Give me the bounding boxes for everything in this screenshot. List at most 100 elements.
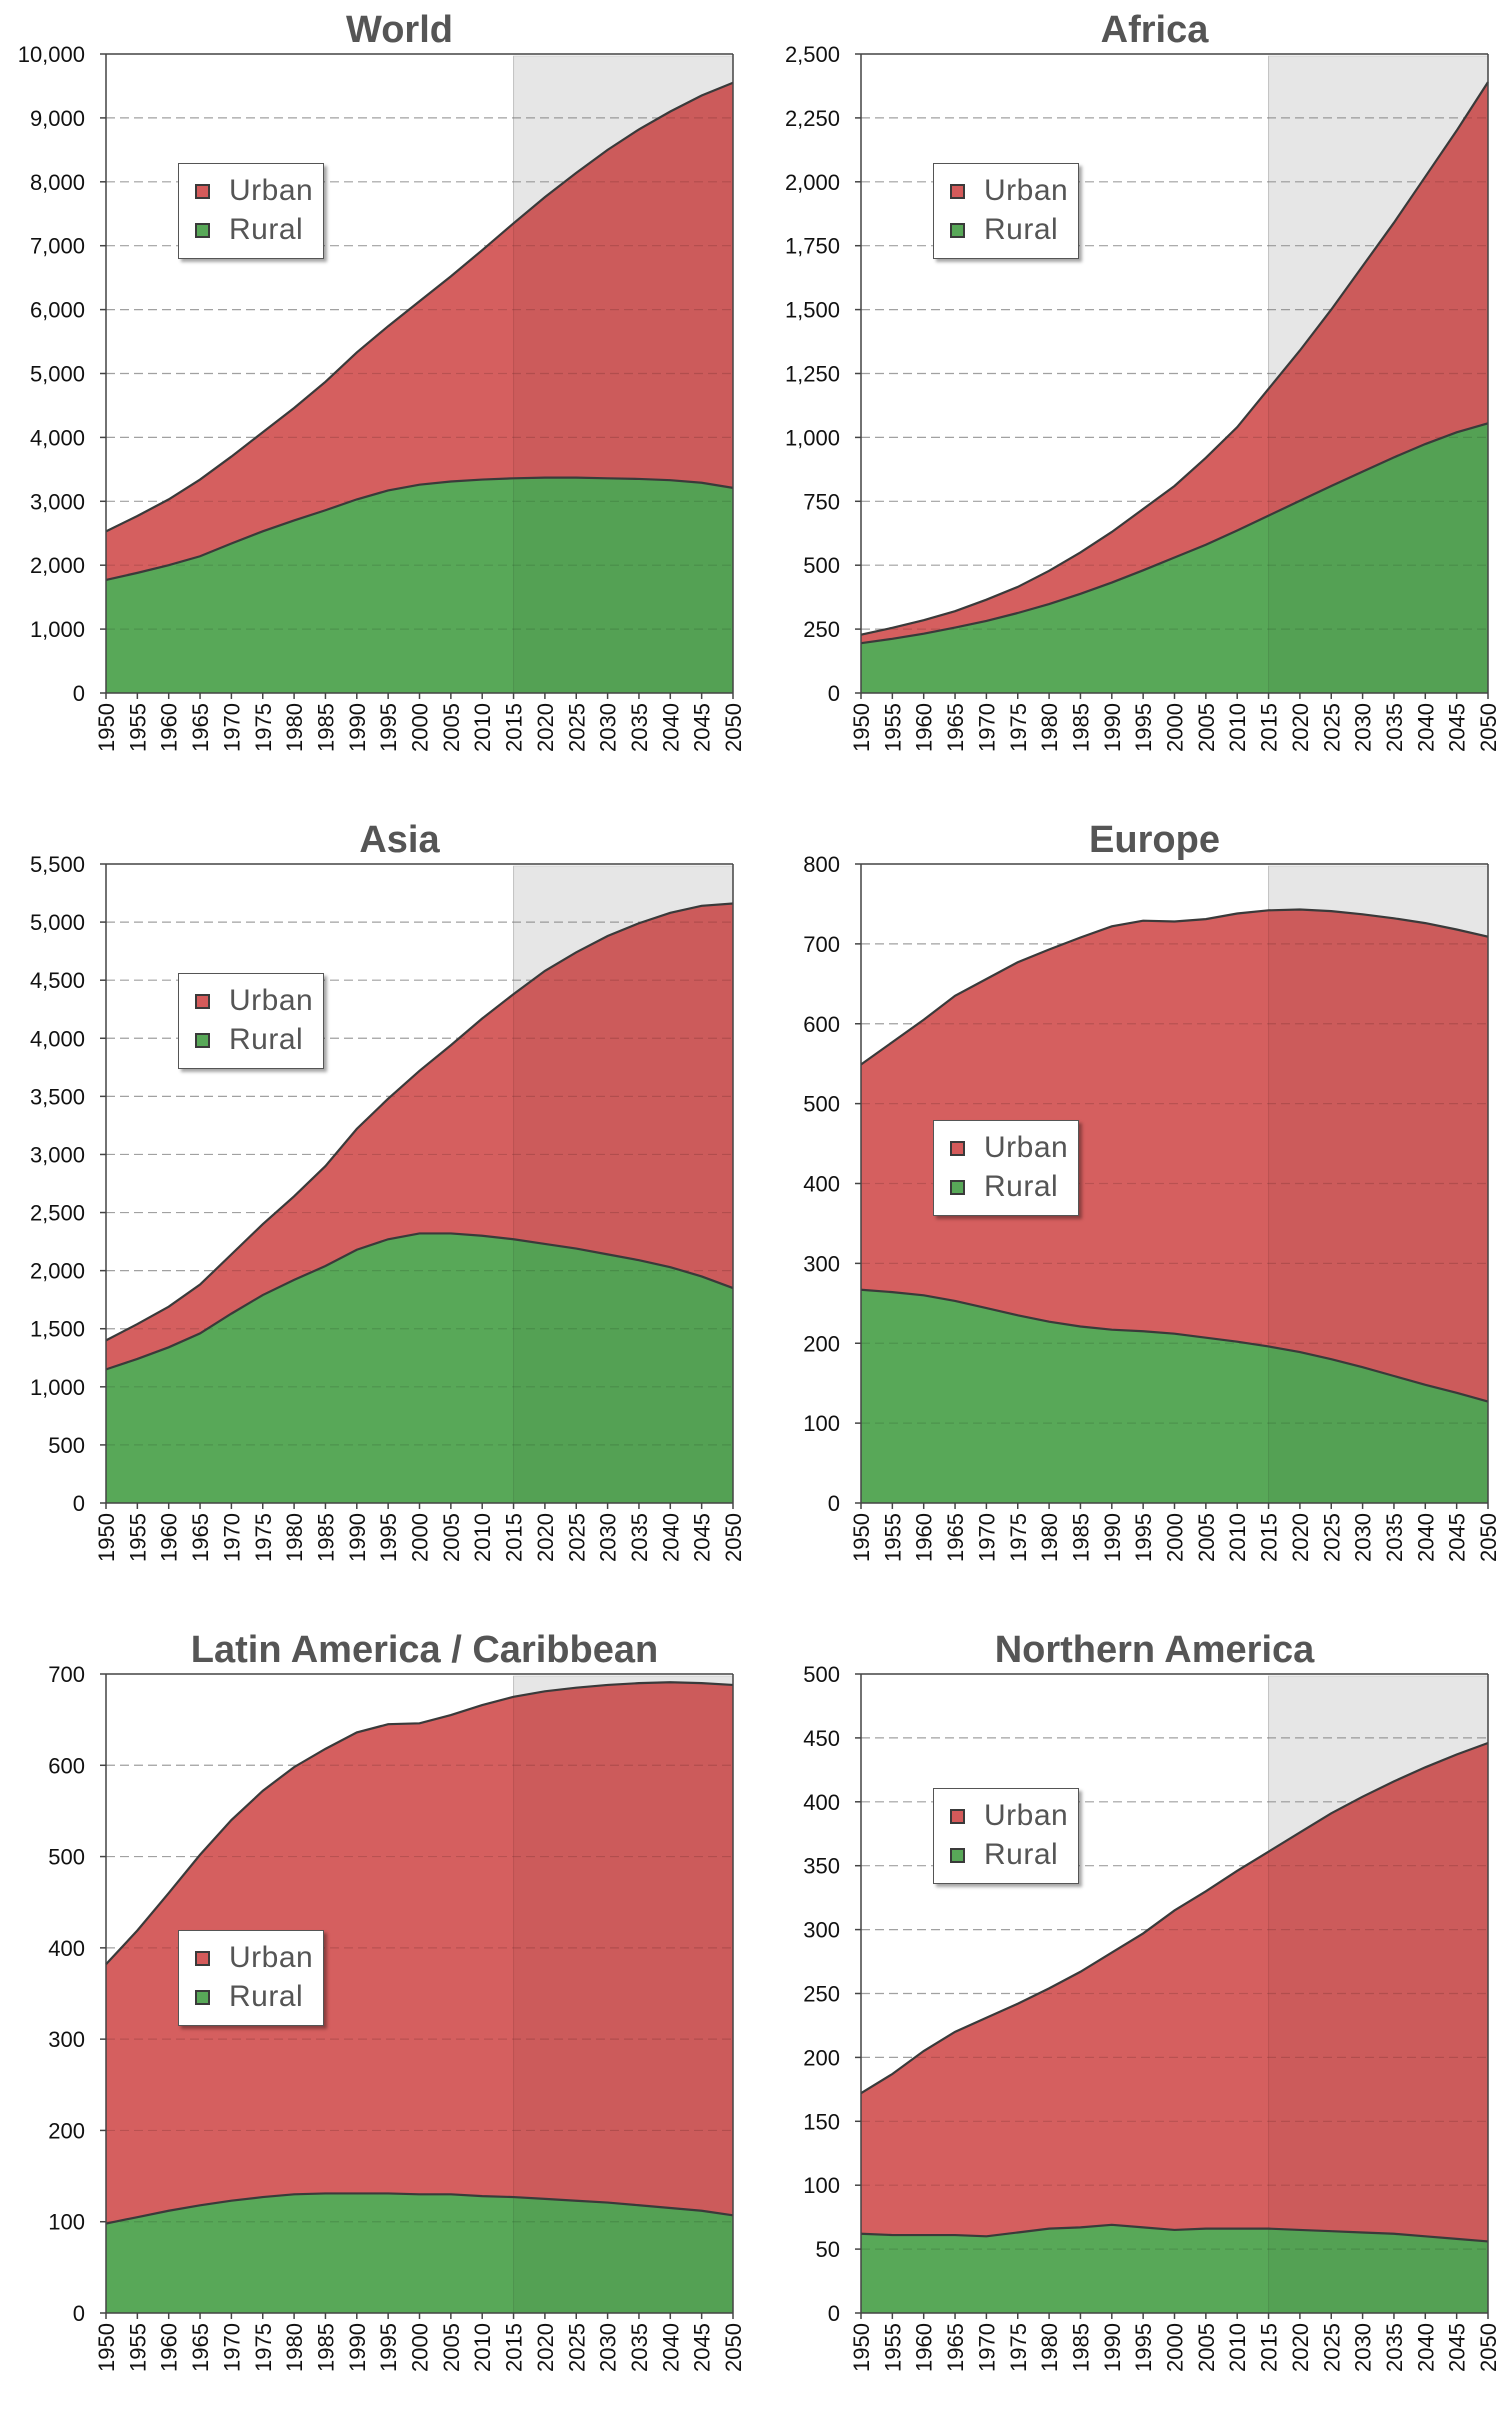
y-tick-label: 0	[73, 681, 85, 706]
urban-total-line	[860, 908, 1489, 1066]
rural-area	[861, 2224, 1488, 2313]
x-tick-label: 1975	[1006, 703, 1031, 752]
legend: Urban Rural	[178, 163, 324, 259]
x-tick-label: 1990	[345, 2323, 370, 2372]
x-tick-label: 2050	[1476, 2323, 1501, 2372]
y-tick-label: 8,000	[30, 170, 85, 195]
x-tick-label: 1960	[157, 1513, 182, 1562]
x-tick-label: 1950	[849, 2323, 874, 2372]
x-tick-label: 2015	[1257, 1513, 1282, 1562]
legend-label-rural: Rural	[229, 1980, 304, 2013]
x-tick-label: 1990	[1100, 2323, 1125, 2372]
x-tick-label: 2005	[439, 703, 464, 752]
y-tick-label: 1,500	[785, 298, 840, 323]
x-tick-label: 1985	[313, 1513, 338, 1562]
x-tick-label: 2040	[1413, 1513, 1438, 1562]
x-tick-label: 1970	[974, 1513, 999, 1562]
x-tick-label: 1995	[376, 2323, 401, 2372]
x-tick-label: 2035	[627, 2323, 652, 2372]
x-tick-label: 2040	[658, 703, 683, 752]
chart-svg: World 0 1,000 2,000 3,000 4,000 5,000 6,000 7,00…	[18, 9, 746, 752]
y-tick-label: 0	[73, 1491, 85, 1516]
x-tick-label: 2050	[721, 703, 746, 752]
x-tick-label: 2015	[502, 1513, 527, 1562]
x-tick-label: 2030	[1351, 703, 1376, 752]
x-tick-label: 2000	[408, 2323, 433, 2372]
y-tick-label: 1,500	[30, 1317, 85, 1342]
x-tick-label: 1975	[251, 703, 276, 752]
legend-item-rural: Rural	[195, 1023, 304, 1056]
x-tick-label: 1995	[1131, 703, 1156, 752]
rural-line	[860, 2223, 1489, 2243]
x-tick-label: 2005	[1194, 2323, 1219, 2372]
legend-swatch-rural	[950, 1179, 965, 1195]
x-tick-label: 2040	[1413, 703, 1438, 752]
x-tick-label: 1955	[125, 1513, 150, 1562]
x-tick-label: 2040	[658, 1513, 683, 1562]
chart-title: Europe	[1089, 819, 1220, 861]
legend-swatch-urban	[195, 183, 210, 199]
legend-label-rural: Rural	[229, 1023, 304, 1056]
x-tick-label: 1960	[157, 2323, 182, 2372]
legend: Urban Rural	[933, 163, 1079, 259]
x-tick-label: 2005	[439, 2323, 464, 2372]
y-tick-label: 300	[803, 1251, 840, 1276]
y-tick-label: 500	[48, 1845, 85, 1870]
legend-swatch-urban	[195, 1950, 210, 1966]
urban-total-line	[860, 81, 1489, 636]
x-tick-label: 1960	[912, 1513, 937, 1562]
y-tick-label: 100	[803, 1411, 840, 1436]
x-tick-label: 2040	[1413, 2323, 1438, 2372]
x-tick-label: 2020	[533, 1513, 558, 1562]
chart-svg: Africa 0 250 500 750 1,000 1,250 1,500 1,750 2,00…	[785, 9, 1501, 752]
x-tick-label: 2050	[1476, 1513, 1501, 1562]
legend-item-urban: Urban	[195, 984, 313, 1017]
legend-label-urban: Urban	[229, 1941, 314, 1974]
legend-item-rural: Rural	[950, 1170, 1058, 1203]
x-tick-label: 1985	[1068, 703, 1093, 752]
rural-area	[106, 1233, 733, 1503]
x-tick-label: 1995	[1131, 1513, 1156, 1562]
y-tick-label: 1,000	[785, 425, 840, 450]
chart-title: Africa	[1101, 9, 1210, 51]
x-tick-label: 2000	[1163, 2323, 1188, 2372]
x-tick-label: 2010	[470, 2323, 495, 2372]
x-tick-label: 1980	[1037, 1513, 1062, 1562]
legend: Urban Rural	[178, 1930, 324, 2026]
legend-label-urban: Urban	[984, 1131, 1069, 1164]
chart-panel-latin-america-caribbean: Latin America / Caribbean 0 100 200 300 400 50…	[0, 1620, 755, 2430]
y-tick-label: 100	[803, 2173, 840, 2198]
projection-overlay	[1268, 866, 1488, 1503]
x-tick-label: 2025	[1319, 703, 1344, 752]
x-tick-label: 1990	[1100, 703, 1125, 752]
x-tick-label: 1970	[219, 2323, 244, 2372]
legend-label-urban: Urban	[984, 174, 1069, 207]
x-tick-label: 1950	[94, 703, 119, 752]
y-tick-label: 700	[803, 932, 840, 957]
x-tick-label: 1950	[849, 1513, 874, 1562]
urban-area	[106, 1682, 733, 2224]
x-tick-label: 1965	[943, 2323, 968, 2372]
x-tick-label: 1990	[345, 1513, 370, 1562]
x-tick-label: 2045	[1445, 2323, 1470, 2372]
legend-item-urban: Urban	[195, 174, 313, 207]
projection-overlay	[1268, 1676, 1488, 2313]
x-tick-label: 1975	[1006, 2323, 1031, 2372]
legend-swatch-urban	[950, 1140, 965, 1156]
x-tick-label: 2020	[1288, 2323, 1313, 2372]
x-tick-label: 1990	[345, 703, 370, 752]
x-tick-label: 2050	[721, 1513, 746, 1562]
rural-line	[105, 1232, 734, 1371]
y-tick-label: 250	[803, 1982, 840, 2007]
x-tick-label: 1975	[1006, 1513, 1031, 1562]
y-tick-label: 500	[803, 1662, 840, 1687]
x-tick-label: 2040	[658, 2323, 683, 2372]
y-tick-label: 100	[48, 2210, 85, 2235]
urban-area	[861, 1743, 1488, 2242]
y-tick-label: 150	[803, 2109, 840, 2134]
rural-line	[860, 422, 1489, 645]
x-tick-label: 1975	[251, 2323, 276, 2372]
y-tick-label: 0	[73, 2301, 85, 2326]
chart-panel-northern-america: Northern America 0 50 100 150 200 250 300 350 400…	[755, 1620, 1510, 2430]
